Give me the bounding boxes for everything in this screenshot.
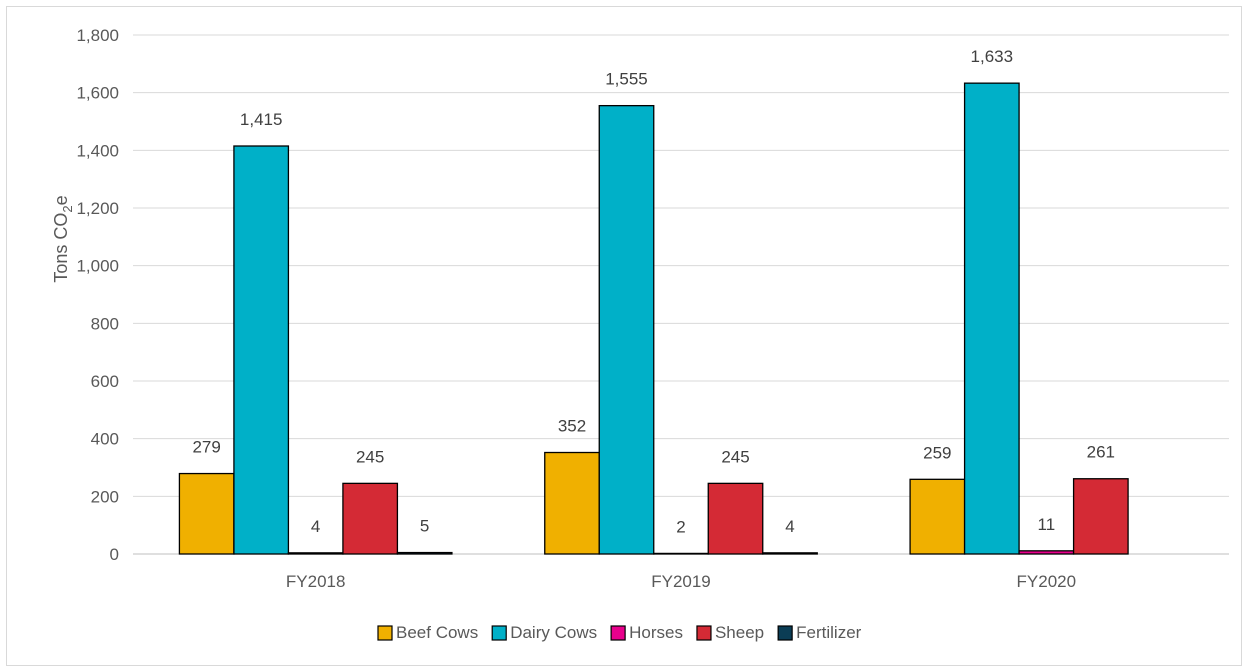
y-tick-label: 1,200 (76, 199, 119, 218)
legend-swatch (491, 625, 507, 641)
y-tick-label: 800 (91, 314, 119, 333)
x-tick-label: FY2020 (1017, 572, 1077, 591)
data-label: 5 (420, 517, 429, 536)
legend-swatch (377, 625, 393, 641)
legend-label: Dairy Cows (510, 623, 597, 642)
y-axis-ticks: 0 200 400 600 800 1,000 1,200 1,400 1,600 1,800 (76, 26, 119, 564)
y-tick-label: 400 (91, 430, 119, 449)
data-label: 259 (923, 443, 951, 462)
chart-frame: 0 200 400 600 800 1,000 1,200 1,400 1,600 1,800 T… (6, 6, 1242, 666)
bar (396, 551, 453, 555)
legend-swatch (696, 625, 712, 641)
x-axis-ticks: FY2018 FY2019 FY2020 (286, 572, 1076, 591)
bar (909, 478, 966, 555)
gridlines (133, 34, 1229, 555)
y-tick-label: 200 (91, 487, 119, 506)
data-label: 1,555 (605, 70, 648, 89)
legend-label: Horses (629, 623, 683, 642)
x-tick-label: FY2018 (286, 572, 346, 591)
data-label: 261 (1087, 443, 1115, 462)
legend: Beef Cows Dairy Cows Horses Sheep Fertilizer (377, 623, 862, 642)
legend-label: Fertilizer (796, 623, 862, 642)
bar (1018, 550, 1075, 555)
bars (178, 82, 1129, 555)
data-labels: 279 1,415 4 245 5 352 1,555 2 245 4 259 1,633 11 261 (192, 47, 1115, 536)
bar-chart: 0 200 400 600 800 1,000 1,200 1,400 1,600 1,800 T… (51, 26, 1229, 642)
bar (707, 482, 764, 555)
y-tick-label: 1,800 (76, 26, 119, 45)
bar (1072, 478, 1129, 555)
data-label: 245 (721, 447, 749, 466)
data-label: 4 (311, 517, 320, 536)
bar (762, 552, 818, 555)
y-tick-label: 1,600 (76, 84, 119, 103)
bar (598, 104, 655, 555)
y-axis-title: Tons CO2e (51, 195, 75, 282)
bar (544, 451, 600, 555)
data-label: 245 (356, 447, 384, 466)
legend-label: Sheep (715, 623, 764, 642)
legend-label: Beef Cows (396, 623, 478, 642)
bar (178, 472, 235, 555)
data-label: 4 (785, 517, 794, 536)
data-label: 2 (676, 517, 685, 536)
data-label: 1,633 (971, 47, 1014, 66)
data-label: 279 (192, 438, 220, 457)
bar (233, 145, 290, 555)
bar (342, 482, 399, 555)
y-tick-label: 1,400 (76, 141, 119, 160)
bar (963, 82, 1020, 555)
bar (287, 552, 344, 555)
data-label: 11 (1038, 515, 1056, 534)
y-tick-label: 600 (91, 372, 119, 391)
legend-swatch (777, 625, 793, 641)
x-tick-label: FY2019 (651, 572, 711, 591)
data-label: 1,415 (240, 110, 283, 129)
legend-swatch (610, 625, 626, 641)
y-tick-label: 1,000 (76, 257, 119, 276)
y-tick-label: 0 (110, 545, 119, 564)
bar (653, 552, 709, 555)
data-label: 352 (558, 417, 586, 436)
